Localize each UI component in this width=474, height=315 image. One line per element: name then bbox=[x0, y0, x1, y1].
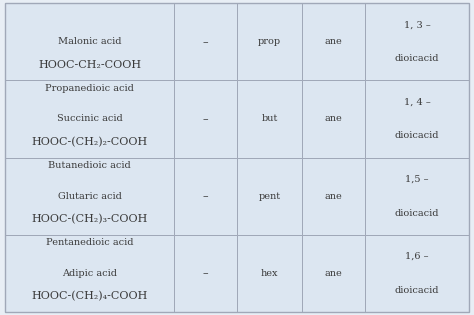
Text: ane: ane bbox=[325, 114, 342, 123]
Bar bbox=[5, 235, 174, 312]
Text: HOOC-CH₂-COOH: HOOC-CH₂-COOH bbox=[38, 60, 141, 70]
Bar bbox=[237, 158, 302, 235]
Bar bbox=[174, 3, 237, 80]
Text: –: – bbox=[203, 191, 209, 201]
Text: Glutaric acid: Glutaric acid bbox=[57, 192, 121, 201]
Bar bbox=[365, 235, 469, 312]
Bar bbox=[365, 158, 469, 235]
Text: –: – bbox=[203, 37, 209, 47]
Text: HOOC-(CH₂)₃-COOH: HOOC-(CH₂)₃-COOH bbox=[31, 214, 148, 224]
Bar bbox=[365, 80, 469, 158]
Bar bbox=[174, 80, 237, 158]
Text: ane: ane bbox=[325, 269, 342, 278]
Text: Succinic acid: Succinic acid bbox=[56, 114, 122, 123]
Text: Propanedioic acid: Propanedioic acid bbox=[45, 83, 134, 93]
Text: Butanedioic acid: Butanedioic acid bbox=[48, 161, 131, 170]
Text: Adipic acid: Adipic acid bbox=[62, 269, 117, 278]
Text: 1,6 –: 1,6 – bbox=[405, 252, 429, 261]
Bar bbox=[302, 80, 365, 158]
Bar bbox=[302, 3, 365, 80]
Text: dioicacid: dioicacid bbox=[395, 286, 439, 295]
Text: pent: pent bbox=[258, 192, 281, 201]
Bar bbox=[5, 158, 174, 235]
Text: 1, 3 –: 1, 3 – bbox=[404, 20, 430, 29]
Text: dioicacid: dioicacid bbox=[395, 209, 439, 218]
Bar bbox=[237, 3, 302, 80]
Text: HOOC-(CH₂)₂-COOH: HOOC-(CH₂)₂-COOH bbox=[31, 137, 147, 147]
Bar bbox=[5, 3, 174, 80]
Text: Malonic acid: Malonic acid bbox=[58, 37, 121, 46]
Text: HOOC-(CH₂)₄-COOH: HOOC-(CH₂)₄-COOH bbox=[31, 291, 148, 301]
Text: ane: ane bbox=[325, 192, 342, 201]
Text: but: but bbox=[261, 114, 278, 123]
Bar bbox=[174, 235, 237, 312]
Bar bbox=[365, 3, 469, 80]
Text: 1, 4 –: 1, 4 – bbox=[404, 97, 430, 106]
Text: ane: ane bbox=[325, 37, 342, 46]
Text: Pentanedioic acid: Pentanedioic acid bbox=[46, 238, 133, 247]
Bar bbox=[5, 80, 174, 158]
Text: –: – bbox=[203, 114, 209, 124]
Bar bbox=[237, 80, 302, 158]
Text: hex: hex bbox=[261, 269, 278, 278]
Text: –: – bbox=[203, 268, 209, 278]
Text: dioicacid: dioicacid bbox=[395, 131, 439, 140]
Bar bbox=[174, 158, 237, 235]
Bar bbox=[237, 235, 302, 312]
Text: 1,5 –: 1,5 – bbox=[405, 175, 429, 184]
Bar bbox=[302, 158, 365, 235]
Text: prop: prop bbox=[258, 37, 281, 46]
Bar bbox=[302, 235, 365, 312]
Text: dioicacid: dioicacid bbox=[395, 54, 439, 63]
